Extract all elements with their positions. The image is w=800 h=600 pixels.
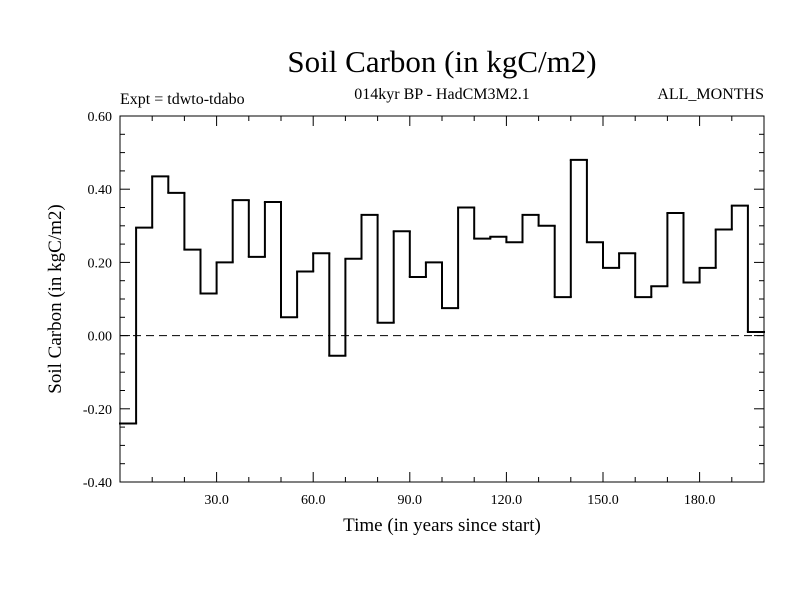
plot-frame [119,115,765,483]
months-label: ALL_MONTHS [657,86,764,103]
y-tick-label: -0.40 [83,476,112,491]
x-tick-label: 60.0 [301,493,326,508]
x-tick-label: 120.0 [491,493,523,508]
chart-title: Soil Carbon (in kgC/m2) [287,44,596,79]
x-tick-label: 90.0 [398,493,423,508]
period-model-label: 014kyr BP - HadCM3M2.1 [354,86,529,103]
x-tick-label: 150.0 [587,493,619,508]
y-tick-label: 0.00 [88,330,113,345]
y-tick-label: 0.60 [88,110,113,125]
y-axis-label: Soil Carbon (in kgC/m2) [45,204,66,393]
x-tick-label: 180.0 [684,493,716,508]
x-axis-label: Time (in years since start) [343,515,541,536]
y-tick-label: 0.40 [88,183,113,198]
experiment-label: Expt = tdwto-tdabo [120,91,245,108]
y-tick-label: 0.20 [88,256,113,271]
x-tick-label: 30.0 [204,493,229,508]
y-tick-label: -0.20 [83,403,112,418]
